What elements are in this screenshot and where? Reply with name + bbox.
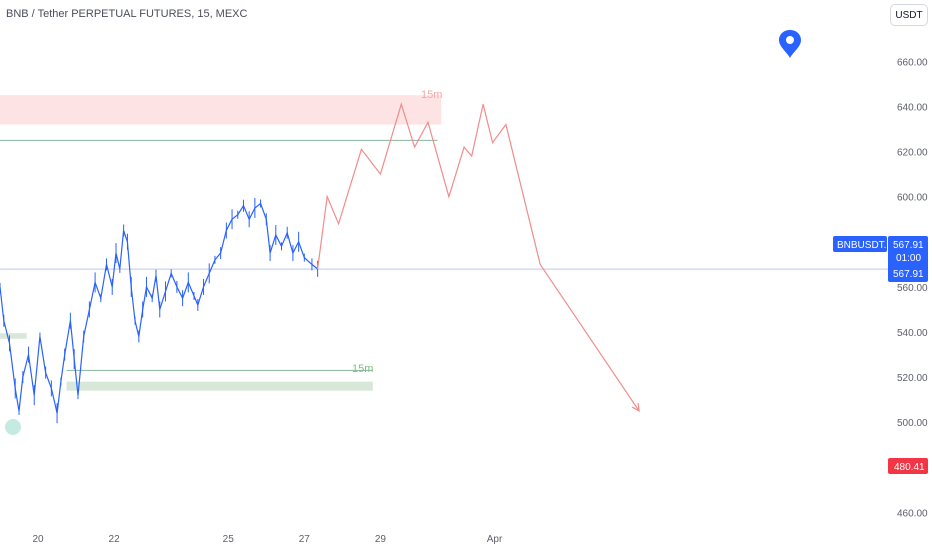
green-zone-label: 15m (352, 363, 373, 375)
x-tick-label: Apr (487, 534, 503, 545)
swing-low-marker (5, 419, 21, 435)
y-tick-label: 620.00 (897, 148, 928, 159)
y-tick-label: 660.00 (897, 57, 928, 68)
chart-title: BNB / Tether PERPETUAL FUTURES, 15, MEXC (6, 8, 248, 20)
zones-layer (0, 95, 442, 391)
location-pin-icon[interactable] (779, 30, 801, 58)
zone-1 (66, 381, 373, 391)
horizontal-lines-layer (0, 139, 888, 371)
zone-2 (0, 333, 27, 339)
current-price-value-repeat: 567.91 (893, 269, 924, 280)
y-tick-label: 460.00 (897, 508, 928, 519)
projection-path (317, 102, 640, 412)
x-tick-label: 25 (223, 534, 235, 545)
y-tick-label: 640.00 (897, 102, 928, 113)
current-price-value: 567.91 (893, 240, 924, 251)
candle-countdown: 01:00 (896, 253, 921, 264)
x-tick-label: 22 (109, 534, 121, 545)
symbol-tag-label: BNBUSDT.P (837, 240, 893, 251)
y-tick-label: 520.00 (897, 373, 928, 384)
x-tick-label: 27 (299, 534, 311, 545)
current-price-tag[interactable]: BNBUSDT.P 567.91 01:00 567.91 (833, 236, 928, 282)
projection-layer (317, 102, 640, 413)
y-tick-label: 500.00 (897, 418, 928, 429)
red-zone-label: 15m (421, 89, 442, 101)
y-tick-label: 540.00 (897, 328, 928, 339)
x-tick-label: 20 (32, 534, 44, 545)
x-tick-label: 29 (375, 534, 387, 545)
x-axis[interactable]: 20 22 25 27 29 Apr (32, 534, 503, 545)
y-axis[interactable]: 460.00480.00500.00520.00540.00560.00580.… (897, 57, 928, 519)
price-series-layer (0, 197, 319, 424)
target-price-tag[interactable]: 480.41 (888, 458, 928, 474)
target-price-value: 480.41 (894, 462, 925, 473)
currency-button[interactable]: USDT (890, 4, 928, 26)
y-tick-label: 560.00 (897, 283, 928, 294)
zone-0 (0, 95, 442, 125)
y-tick-label: 600.00 (897, 193, 928, 204)
projection-arrowhead (631, 402, 640, 413)
